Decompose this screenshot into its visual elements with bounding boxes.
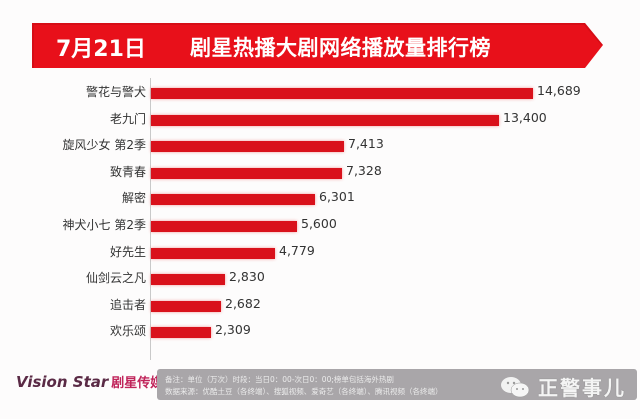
bar-chart: 警花与警犬 14,689 老九门 13,400 旋风少女 第2季 7,413 致青春 7,32… — [0, 78, 640, 360]
bar-row: 神犬小七 第2季 5,600 — [0, 213, 640, 239]
banner-arrow-shape — [32, 23, 603, 68]
category-label: 好先生 — [109, 244, 146, 259]
value-label: 2,830 — [229, 269, 265, 285]
value-label: 13,400 — [503, 109, 547, 125]
bar-row: 欢乐颂 2,309 — [0, 319, 640, 345]
category-label: 神犬小七 第2季 — [62, 218, 146, 232]
watermark-text: 正警事儿 — [538, 376, 626, 400]
wechat-watermark: 正警事儿 — [500, 372, 626, 401]
bar-row: 追击者 2,682 — [0, 293, 640, 319]
value-label: 6,301 — [319, 189, 355, 205]
bar — [151, 194, 315, 206]
value-label: 14,689 — [537, 83, 581, 98]
title-banner: 7月21日 剧星热播大剧网络播放量排行榜 — [32, 23, 603, 68]
bar — [151, 274, 225, 286]
value-label: 5,600 — [301, 216, 337, 231]
chart-date: 7月21日 — [56, 37, 146, 62]
bar — [151, 247, 275, 259]
bar — [151, 327, 211, 339]
category-label: 警花与警犬 — [85, 85, 146, 99]
chart-title: 剧星热播大剧网络播放量排行榜 — [190, 36, 491, 60]
source-note: 备注：单位（万次）时段：当日0：00-次日0：00;榜单包括海外热剧 数据来源：… — [157, 369, 637, 400]
bar — [151, 114, 499, 126]
category-label: 致青春 — [109, 164, 146, 179]
logo-text: Vision Star — [16, 373, 109, 391]
category-label: 欢乐颂 — [109, 324, 146, 339]
bar-row: 旋风少女 第2季 7,413 — [0, 133, 640, 159]
value-label: 7,413 — [348, 136, 384, 152]
value-label: 7,328 — [346, 162, 382, 178]
bar-row: 好先生 4,779 — [0, 240, 640, 266]
bar-row: 仙剑云之凡 2,830 — [0, 266, 640, 292]
note-line-2: 数据来源：优酷土豆（各终端）、搜狐视频、爱奇艺（各终端）、腾讯视频（各终端） — [165, 387, 443, 396]
y-axis-line — [150, 78, 151, 360]
category-label: 仙剑云之凡 — [85, 271, 146, 286]
value-label: 2,682 — [225, 295, 261, 311]
logo-cn-text: 剧星传媒 — [111, 376, 164, 391]
bar — [151, 221, 297, 232]
vision-star-logo: Vision Star 剧星传媒 — [16, 372, 163, 391]
category-label: 旋风少女 第2季 — [62, 138, 146, 153]
bar-row: 警花与警犬 14,689 — [0, 80, 640, 106]
bar-row: 致青春 7,328 — [0, 160, 640, 186]
category-label: 老九门 — [109, 111, 146, 126]
category-label: 解密 — [121, 191, 146, 206]
bar — [151, 88, 533, 99]
bar — [151, 167, 342, 179]
note-line-1: 备注：单位（万次）时段：当日0：00-次日0：00;榜单包括海外热剧 — [165, 375, 394, 384]
bar — [151, 300, 221, 312]
value-label: 4,779 — [279, 242, 315, 258]
bar — [151, 141, 344, 153]
bar-row: 解密 6,301 — [0, 186, 640, 212]
category-label: 追击者 — [109, 297, 146, 312]
wechat-icon — [500, 375, 530, 399]
bar-row: 老九门 13,400 — [0, 107, 640, 133]
value-label: 2,309 — [215, 322, 251, 338]
